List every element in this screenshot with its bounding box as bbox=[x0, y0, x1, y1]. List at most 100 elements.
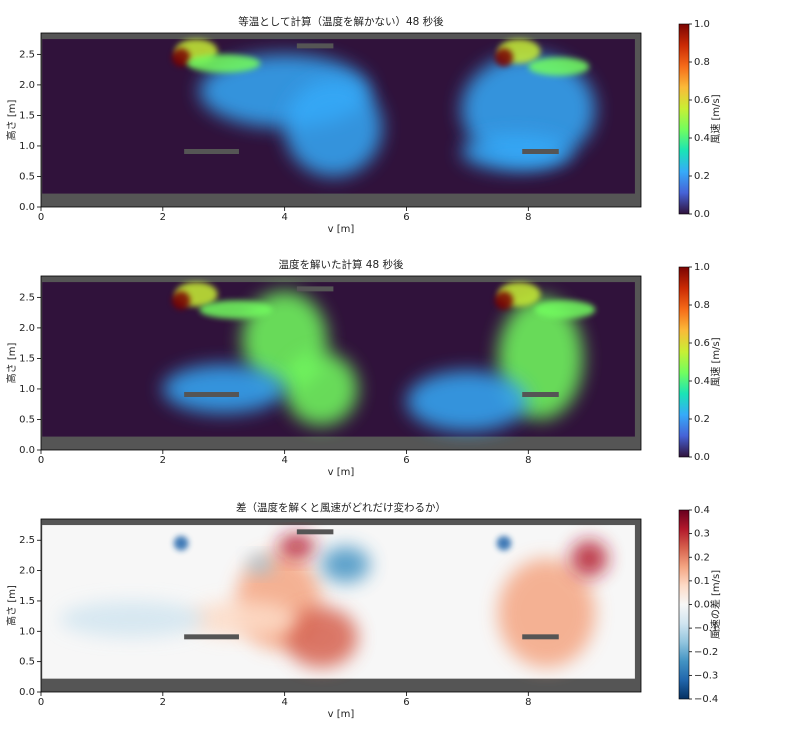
field-feature bbox=[187, 54, 261, 73]
y-tick-label: 0.5 bbox=[19, 171, 35, 182]
y-tick-label: 1.5 bbox=[19, 110, 35, 121]
colorbar-label: 風速 [m/s] bbox=[710, 94, 722, 143]
colorbar bbox=[678, 23, 690, 215]
field-feature bbox=[284, 607, 358, 668]
x-axis-label: v [m] bbox=[328, 224, 355, 235]
x-tick-label: 8 bbox=[525, 697, 531, 708]
colorbar bbox=[678, 266, 690, 458]
y-tick-label: 2.5 bbox=[19, 535, 35, 546]
colorbar-tick-label: 0.2 bbox=[694, 414, 710, 425]
field-feature bbox=[321, 546, 370, 583]
y-tick-label: 2.0 bbox=[19, 566, 35, 577]
colorbar-tick-label: 1.0 bbox=[694, 262, 710, 273]
colorbar-tick-label: 0.4 bbox=[694, 376, 710, 387]
y-tick-label: 1.0 bbox=[19, 626, 35, 637]
y-axis-label: 高さ [m] bbox=[5, 343, 18, 384]
colorbar-tick-label: 0.4 bbox=[694, 133, 710, 144]
obstacle bbox=[184, 149, 239, 154]
colorbar-tick-label: 1.0 bbox=[694, 19, 710, 30]
field-feature bbox=[494, 291, 514, 310]
field-feature bbox=[187, 600, 297, 638]
colorbar-tick-label: −0.4 bbox=[694, 694, 718, 705]
y-tick-label: 1.0 bbox=[19, 384, 35, 395]
axes-frame bbox=[40, 32, 642, 208]
obstacle bbox=[184, 634, 239, 640]
y-axis-label: 高さ [m] bbox=[5, 585, 18, 626]
field-feature bbox=[173, 535, 189, 551]
x-tick-label: 6 bbox=[403, 212, 409, 223]
field-feature bbox=[406, 370, 529, 432]
colorbar-tick-label: 0.0 bbox=[694, 209, 710, 220]
x-tick-label: 0 bbox=[38, 697, 44, 708]
y-tick-label: 0.0 bbox=[19, 202, 35, 213]
field-feature bbox=[248, 555, 273, 574]
chart-title: 温度を解いた計算 48 秒後 bbox=[278, 258, 404, 271]
colorbar-tick-label: 0.2 bbox=[694, 552, 710, 563]
colorbar-tick-label: 0.8 bbox=[694, 300, 710, 311]
colorbar-label: 風速の差 [m/s] bbox=[709, 570, 722, 639]
axes-frame bbox=[40, 275, 642, 451]
x-tick-label: 0 bbox=[38, 455, 44, 466]
field-feature bbox=[461, 133, 571, 171]
colorbar-tick-label: 0.2 bbox=[694, 171, 710, 182]
field-feature bbox=[496, 535, 512, 551]
y-tick-label: 0.0 bbox=[19, 445, 35, 456]
obstacle bbox=[522, 392, 559, 397]
y-tick-label: 2.5 bbox=[19, 49, 35, 60]
field-feature bbox=[534, 300, 596, 319]
field-feature bbox=[199, 300, 273, 319]
axes-frame bbox=[40, 518, 642, 693]
obstacle bbox=[184, 392, 239, 397]
y-tick-label: 0.0 bbox=[19, 687, 35, 698]
colorbar-tick-label: 0.6 bbox=[694, 338, 710, 349]
panel: 差（温度を解くと風速がどれだけ変わるか） 0 2 4 6 8 0.0 0.5 1.0 1.5 2.0… bbox=[5, 501, 722, 720]
y-tick-label: 1.5 bbox=[19, 596, 35, 607]
x-tick-label: 6 bbox=[403, 697, 409, 708]
chart-title: 差（温度を解くと風速がどれだけ変わるか） bbox=[236, 501, 446, 514]
obstacle bbox=[522, 634, 559, 640]
colorbar-tick-label: 0.6 bbox=[694, 95, 710, 106]
x-tick-label: 4 bbox=[281, 697, 287, 708]
obstacle bbox=[522, 149, 559, 154]
field-feature bbox=[570, 540, 608, 577]
x-tick-label: 4 bbox=[281, 212, 287, 223]
colorbar-label: 風速 [m/s] bbox=[710, 337, 722, 386]
x-axis-label: v [m] bbox=[328, 467, 355, 478]
field bbox=[41, 276, 641, 450]
colorbar-tick-label: −0.3 bbox=[694, 670, 718, 681]
obstacle bbox=[296, 286, 334, 292]
field-feature bbox=[284, 352, 358, 426]
x-axis-label: v [m] bbox=[328, 709, 355, 720]
y-tick-label: 0.5 bbox=[19, 657, 35, 668]
x-tick-label: 2 bbox=[160, 212, 166, 223]
x-tick-label: 4 bbox=[281, 455, 287, 466]
field bbox=[41, 519, 641, 692]
field-feature bbox=[494, 48, 514, 67]
colorbar-tick-label: −0.1 bbox=[694, 623, 718, 634]
colorbar-tick-label: 0.1 bbox=[694, 576, 710, 587]
x-tick-label: 8 bbox=[525, 455, 531, 466]
y-tick-label: 2.5 bbox=[19, 292, 35, 303]
colorbar-tick-label: 0.0 bbox=[694, 452, 710, 463]
colorbar-tick-label: 0.8 bbox=[694, 57, 710, 68]
x-tick-label: 2 bbox=[160, 455, 166, 466]
field-feature bbox=[171, 48, 191, 67]
colorbar bbox=[678, 509, 690, 700]
field-feature bbox=[162, 364, 285, 414]
panel: 等温として計算（温度を解かない）48 秒後 0 2 4 6 8 0.0 0.5 1.0 1.5 2.… bbox=[5, 15, 722, 235]
field-feature bbox=[497, 558, 596, 668]
colorbar-tick-label: 0.4 bbox=[694, 505, 710, 516]
field-feature bbox=[528, 57, 590, 76]
chart-title: 等温として計算（温度を解かない）48 秒後 bbox=[238, 15, 444, 28]
y-tick-label: 0.5 bbox=[19, 414, 35, 425]
colorbar-tick-label: −0.2 bbox=[694, 647, 718, 658]
obstacle bbox=[296, 529, 334, 535]
y-tick-label: 2.0 bbox=[19, 80, 35, 91]
x-tick-label: 8 bbox=[525, 212, 531, 223]
field-feature bbox=[171, 291, 191, 310]
field-feature bbox=[278, 534, 316, 559]
obstacle bbox=[296, 43, 334, 49]
y-axis-label: 高さ [m] bbox=[5, 100, 18, 141]
y-tick-label: 2.0 bbox=[19, 323, 35, 334]
